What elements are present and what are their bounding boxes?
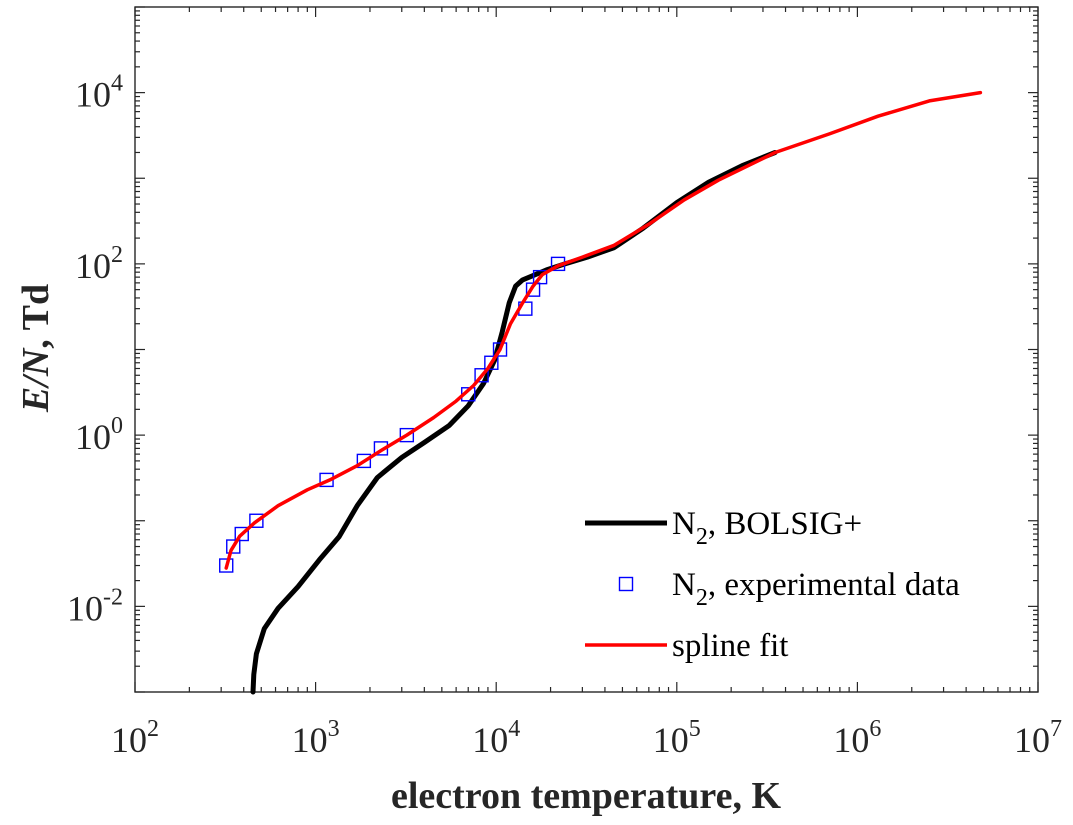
- x-tick-label: 105: [653, 716, 701, 760]
- data-point-experimental: [484, 355, 499, 370]
- y-axis-label: E/N, Td: [15, 284, 57, 413]
- legend-label-experimental: N2, experimental data: [672, 567, 960, 611]
- x-tick-label: 103: [292, 716, 340, 760]
- legend: N2, BOLSIG+ N2, experimental data spline f…: [585, 506, 960, 664]
- series-line-spline: [224, 90, 983, 570]
- data-point-experimental: [249, 513, 264, 528]
- y-tick-label: 100: [75, 413, 123, 457]
- axis-ticks: [134, 6, 1039, 693]
- data-point-experimental: [399, 427, 415, 443]
- data-point-experimental: [234, 526, 249, 542]
- y-axis-label-rest: , Td: [15, 284, 57, 349]
- y-axis-label-italic: E/N: [15, 347, 57, 413]
- data-point-experimental: [219, 558, 234, 573]
- x-tick-label: 102: [111, 716, 159, 760]
- x-tick-label: 104: [472, 716, 520, 760]
- y-tick-label: 102: [75, 242, 123, 286]
- x-tick-label: 107: [1014, 716, 1062, 760]
- axis-tick-labels: 102 103 104 105 106 107 10-2 100 102 104: [67, 71, 1062, 760]
- data-point-experimental: [492, 342, 508, 357]
- data-point-experimental: [226, 539, 241, 554]
- x-axis-label-text: electron temperature, K: [391, 775, 781, 817]
- y-tick-label: 104: [75, 71, 123, 115]
- legend-label-spline: spline fit: [672, 628, 788, 664]
- legend-swatch-experimental: [618, 576, 634, 592]
- x-tick-label: 106: [833, 716, 881, 760]
- data-point-experimental: [474, 368, 489, 383]
- legend-label-bolsig: N2, BOLSIG+: [672, 506, 862, 550]
- plot-area: [134, 6, 1039, 693]
- data-point-experimental: [356, 453, 372, 469]
- data-point-experimental: [532, 269, 548, 285]
- y-tick-label: 10-2: [67, 584, 123, 628]
- x-axis-label: electron temperature, K: [391, 775, 781, 817]
- plot-series: [219, 90, 983, 695]
